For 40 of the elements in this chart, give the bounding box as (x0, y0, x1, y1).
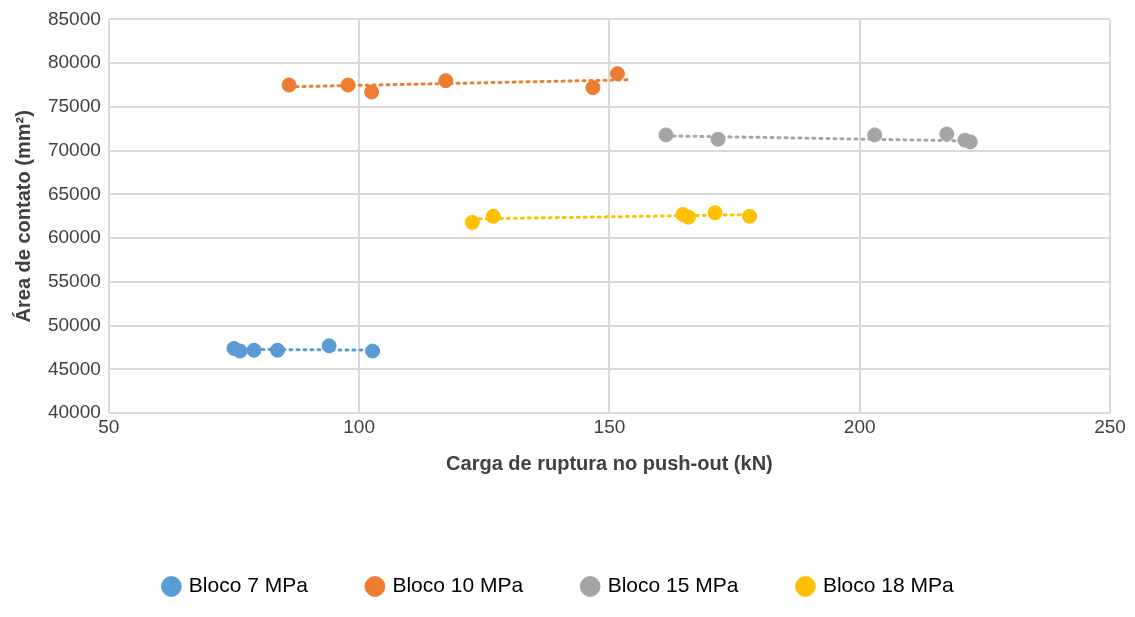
x-tick-label: 50 (98, 415, 120, 437)
legend-label: Bloco 15 MPa (607, 573, 739, 597)
point (867, 127, 883, 143)
point (658, 127, 674, 143)
point (939, 126, 955, 142)
y-tick-label: 75000 (47, 95, 101, 117)
point (270, 342, 286, 358)
x-tick-label: 200 (843, 415, 876, 437)
point (364, 84, 380, 100)
y-tick-label: 85000 (47, 7, 101, 29)
y-tick-label: 60000 (47, 226, 101, 248)
legend-label: Bloco 7 MPa (188, 573, 309, 597)
point (321, 338, 337, 354)
y-tick-label: 50000 (47, 313, 101, 335)
point (707, 205, 723, 221)
x-tick-label: 100 (343, 415, 375, 437)
point (281, 77, 297, 93)
y-axis-title: Área de contato (mm²) (11, 110, 34, 323)
y-tick-label: 55000 (47, 270, 101, 292)
point (340, 77, 356, 93)
y-tick-label: 65000 (47, 182, 101, 204)
point (681, 209, 697, 225)
point (232, 343, 248, 359)
point (246, 342, 262, 358)
y-tick-label: 45000 (47, 357, 101, 379)
x-axis-title: Carga de ruptura no push-out (kN) (446, 451, 773, 474)
legend-label: Bloco 10 MPa (392, 573, 524, 597)
point (485, 208, 501, 224)
point (742, 208, 758, 224)
point (585, 80, 601, 96)
y-tick-label: 70000 (47, 138, 101, 160)
point (464, 214, 480, 230)
point (365, 343, 381, 359)
point (438, 73, 454, 89)
x-tick-label: 250 (1094, 415, 1126, 437)
y-tick-label: 80000 (47, 51, 101, 73)
point (710, 131, 726, 147)
legend-label: Bloco 18 MPa (822, 573, 954, 597)
point (609, 66, 625, 82)
x-tick-label: 150 (593, 415, 626, 437)
